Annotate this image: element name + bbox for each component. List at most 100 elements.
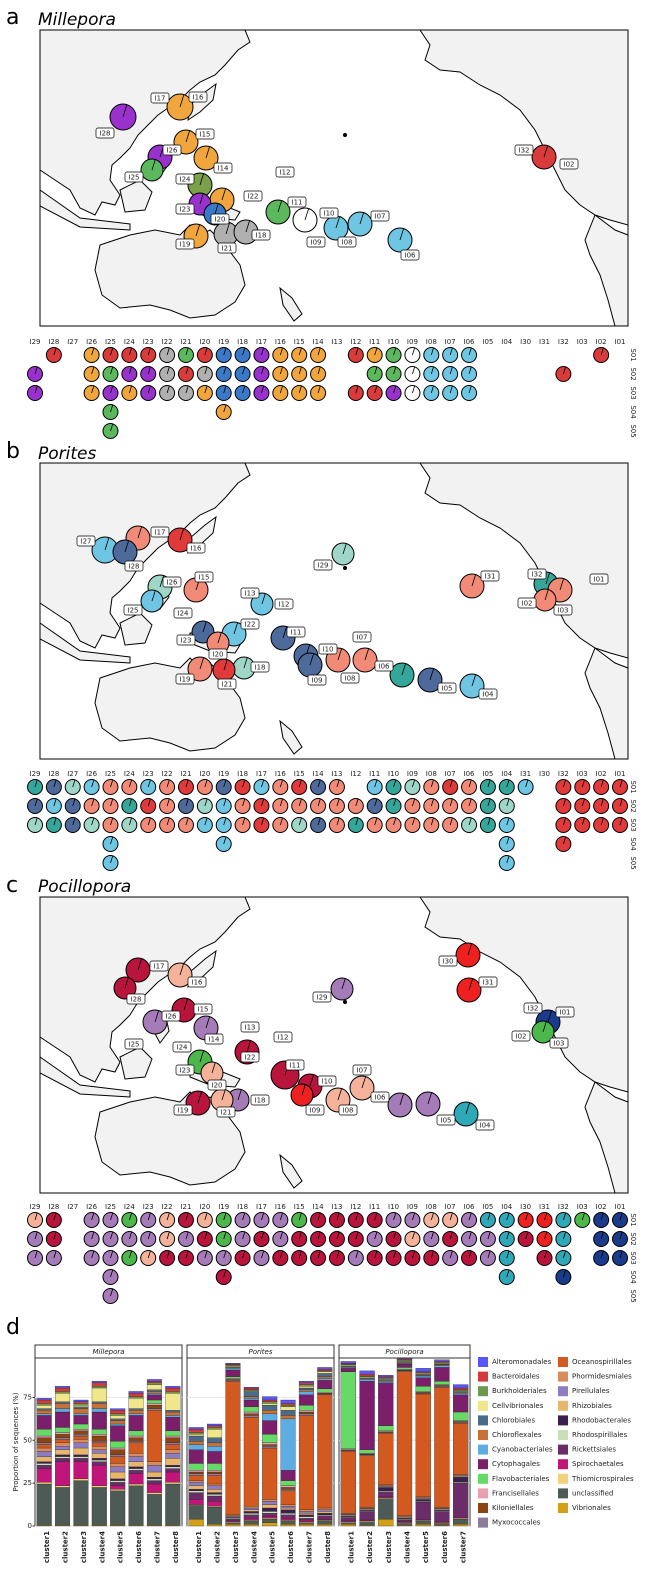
pie-wedge [204,798,208,807]
pie-wedge [242,366,246,375]
bar-segment [415,1393,431,1498]
column-label: I07 [445,1203,456,1211]
bar-segment [146,1379,162,1382]
pie-wedge [282,626,287,639]
pie-wedge [53,798,57,807]
pie-wedge [468,798,472,807]
land [39,462,251,649]
facet-title: Millepora [92,1348,124,1356]
pie-wedge [374,385,378,394]
x-tick-label: cluster6 [135,1531,143,1563]
site-label-box [150,92,170,104]
column-label: I06 [464,1203,476,1211]
panel-letter: d [6,1315,20,1340]
pie-wedge [600,1231,604,1240]
pie-wedge [506,855,510,864]
x-tick-label: cluster7 [153,1531,161,1563]
pie-wedge [166,366,170,375]
site-label: I17 [155,95,166,103]
pie-wedge [309,1074,314,1087]
pie-wedge [242,347,246,356]
panel-letter: b [6,439,20,464]
pie-wedge [525,1212,529,1221]
pie-wedge [449,347,453,356]
site-label: I18 [255,664,266,672]
site-label: I09 [311,239,322,247]
pie-wedge [336,1250,340,1259]
bar-segment [317,1373,333,1378]
pie-wedge [430,1250,434,1259]
pie-wedge [223,1269,227,1278]
site-label: I07 [375,213,386,221]
bar-segment [396,1371,413,1516]
bar-segment [146,1476,162,1480]
pie-wedge [204,817,208,826]
site-label: I30 [443,958,454,966]
pie-wedge [223,659,228,671]
column-label: I25 [105,338,116,346]
column-label: I29 [30,1203,41,1211]
bar-segment [317,1378,333,1381]
site-label: I28 [131,996,142,1004]
bar-segment [91,1440,107,1444]
bar-segment [110,1449,126,1456]
site-label-box [589,573,609,585]
pie-wedge [619,798,623,807]
bar-segment [317,1507,333,1510]
site-label: I32 [519,147,530,155]
pie-wedge [243,657,248,669]
bar-segment [243,1387,259,1390]
bar-segment [378,1491,394,1498]
bar-segment [110,1478,126,1481]
bar-segment [262,1516,278,1519]
pie-wedge [336,798,340,807]
pie-wedge [279,1231,283,1240]
x-tick-label: cluster3 [80,1531,88,1563]
site-label-box [162,576,182,588]
bar-segment [453,1518,469,1525]
bar-segment [359,1370,375,1375]
bar-segment [110,1408,126,1411]
site-label: I10 [322,1078,333,1086]
column-label: I20 [199,1203,210,1211]
bar-segment [207,1446,223,1452]
column-label: I28 [48,770,59,778]
land [39,896,251,1083]
pie-wedge [317,366,321,375]
row-label: S01 [629,780,637,793]
bar-segment [128,1461,144,1468]
bar-segment [55,1439,71,1444]
bar-segment [243,1511,259,1514]
bar-segment [91,1485,107,1488]
land [94,657,246,752]
site-label-box [172,1041,192,1053]
bar-segment [317,1511,333,1514]
column-label: I03 [577,338,588,346]
bar-segment [415,1386,431,1392]
bar-segment [298,1411,314,1414]
pie-wedge [374,347,378,356]
pie [498,1212,515,1228]
bar-segment [188,1427,204,1430]
site-label-box [307,674,327,686]
column-label: I28 [48,1203,59,1211]
row-label: S03 [629,386,637,399]
bar-segment [207,1463,223,1471]
site-label-box [523,1002,543,1014]
pie-wedge [487,817,491,826]
column-label: I23 [143,338,154,346]
bar-segment [434,1367,450,1382]
bar-segment [110,1482,126,1486]
bar-segment [415,1520,431,1525]
site-label: I13 [245,590,256,598]
site-label: I19 [180,241,191,249]
bar-segment [110,1413,126,1416]
site-label-box [317,1075,337,1087]
row-label: S05 [629,856,637,869]
pie-wedge [412,385,416,394]
bar-segment [110,1447,126,1450]
pie-wedge [147,1212,151,1221]
column-label: I10 [388,1203,399,1211]
pie-wedge [298,798,302,807]
bar-segment [36,1415,52,1430]
